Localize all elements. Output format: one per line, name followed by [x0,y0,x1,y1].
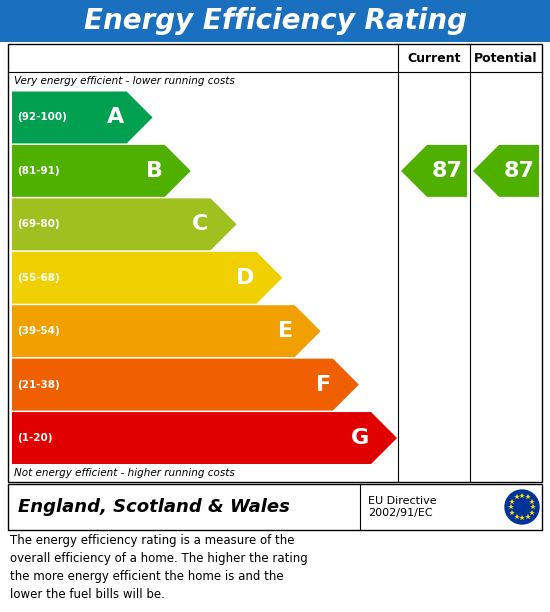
Text: C: C [192,214,208,234]
Text: Energy Efficiency Rating: Energy Efficiency Rating [84,7,466,35]
Text: (21-38): (21-38) [17,379,60,390]
Text: EU Directive: EU Directive [368,496,437,506]
Text: D: D [236,268,255,288]
Polygon shape [12,145,191,197]
Circle shape [505,490,539,524]
Polygon shape [12,198,236,250]
Bar [8,44,542,482]
Polygon shape [401,145,467,197]
Text: (55-68): (55-68) [17,273,60,283]
Text: (1-20): (1-20) [17,433,52,443]
Text: Current: Current [407,51,461,64]
Text: (92-100): (92-100) [17,113,67,122]
Polygon shape [473,145,539,197]
Text: G: G [351,428,369,448]
Text: 2002/91/EC: 2002/91/EC [368,508,433,518]
Text: B: B [146,161,163,181]
Polygon shape [12,92,152,143]
Text: Very energy efficient - lower running costs: Very energy efficient - lower running co… [14,76,235,86]
Polygon shape [12,359,359,411]
Text: F: F [316,375,331,395]
Text: Not energy efficient - higher running costs: Not energy efficient - higher running co… [14,468,235,478]
Text: 87: 87 [503,161,535,181]
Polygon shape [12,305,321,357]
Polygon shape [12,252,283,304]
Text: 87: 87 [432,161,463,181]
Text: The energy efficiency rating is a measure of the
overall efficiency of a home. T: The energy efficiency rating is a measur… [10,534,308,601]
Text: (69-80): (69-80) [17,219,59,230]
Text: Potential: Potential [474,51,538,64]
Text: A: A [107,108,125,127]
Bar [0,0,550,42]
Text: E: E [278,321,293,341]
Text: England, Scotland & Wales: England, Scotland & Wales [18,498,290,516]
Text: (81-91): (81-91) [17,166,59,176]
Text: (39-54): (39-54) [17,326,60,336]
Polygon shape [12,412,397,464]
Bar [8,484,542,530]
